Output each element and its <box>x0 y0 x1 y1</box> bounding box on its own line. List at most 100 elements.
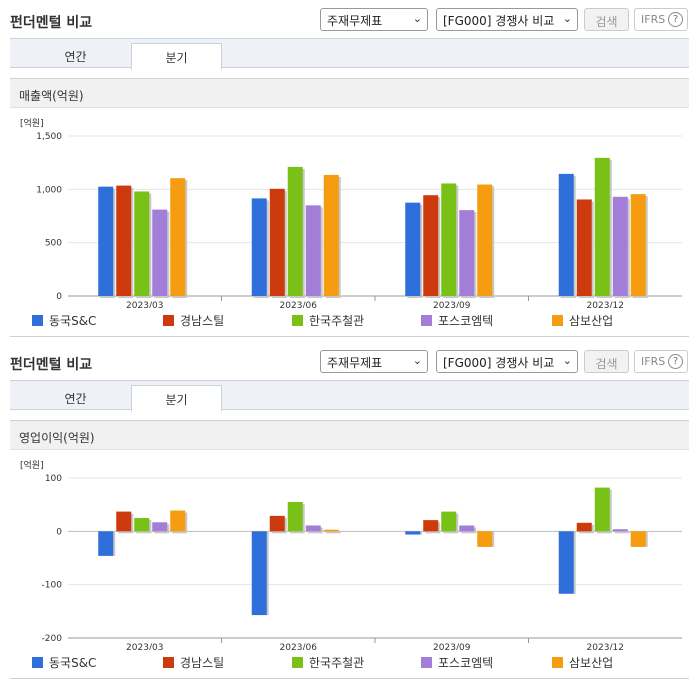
legend-swatch <box>32 315 43 326</box>
bar[interactable] <box>170 510 186 532</box>
bar[interactable] <box>459 525 475 532</box>
bar[interactable] <box>477 531 493 547</box>
bar[interactable] <box>251 198 267 296</box>
bar[interactable] <box>423 195 439 296</box>
bar[interactable] <box>170 178 186 296</box>
x-tick-label: 2023/09 <box>433 301 471 308</box>
bar[interactable] <box>576 199 592 296</box>
legend-label: 경남스틸 <box>180 314 225 328</box>
bar[interactable] <box>323 174 339 296</box>
bar[interactable] <box>98 531 114 556</box>
tab-quarterly[interactable]: 분기 <box>131 385 222 412</box>
y-tick-label: -200 <box>42 634 63 644</box>
bar[interactable] <box>441 511 457 532</box>
legend-swatch <box>163 657 174 668</box>
legend-label: 동국S&C <box>49 656 97 670</box>
bar[interactable] <box>459 210 475 296</box>
tab-quarterly[interactable]: 분기 <box>131 43 222 70</box>
bar[interactable] <box>269 515 285 532</box>
bar[interactable] <box>630 194 646 296</box>
legend-item[interactable]: 삼보산업 <box>552 312 613 329</box>
x-tick-label: 2023/12 <box>587 643 624 650</box>
search-button[interactable]: 검색 <box>584 350 629 373</box>
legend-item[interactable]: 경남스틸 <box>163 312 224 329</box>
bar[interactable] <box>251 531 267 616</box>
y-tick-label: 0 <box>56 527 62 537</box>
legend-item[interactable]: 동국S&C <box>32 312 96 329</box>
bar[interactable] <box>134 191 150 296</box>
legend-item[interactable]: 동국S&C <box>32 654 96 671</box>
period-tabs: 연간 분기 <box>10 38 689 70</box>
y-tick-label: 0 <box>56 292 62 302</box>
ifrs-label: IFRS <box>641 13 666 26</box>
bar[interactable] <box>152 522 168 532</box>
bar[interactable] <box>558 531 574 594</box>
chevron-down-icon: ⌄ <box>562 12 572 25</box>
fundamental-compare-section-operating-profit: 펀더멘털 비교 주재무제표 ⌄ [FG000] 경쟁사 비교 ⌄ 검색 IFRS… <box>0 342 696 684</box>
y-tick-label: 500 <box>45 239 62 249</box>
bar[interactable] <box>441 183 457 296</box>
bar[interactable] <box>116 511 132 532</box>
x-tick-label: 2023/12 <box>587 301 624 308</box>
ifrs-help-button[interactable]: IFRS ? <box>634 8 688 31</box>
metric-title: 영업이익(억원) <box>10 420 689 450</box>
x-tick-label: 2023/06 <box>280 301 318 308</box>
bar[interactable] <box>594 157 610 296</box>
question-icon: ? <box>668 354 683 369</box>
legend-label: 경남스틸 <box>180 656 225 670</box>
peer-group-select[interactable]: [FG000] 경쟁사 비교 ⌄ <box>436 350 578 373</box>
legend-item[interactable]: 포스코엠텍 <box>421 312 493 329</box>
bar[interactable] <box>287 502 303 532</box>
statement-type-value: 주재무제표 <box>327 14 383 28</box>
bar[interactable] <box>305 525 321 532</box>
legend-swatch <box>421 657 432 668</box>
chart-legend: 동국S&C 경남스틸 한국주철관 포스코엠텍 삼보산업 <box>0 654 696 672</box>
chevron-down-icon: ⌄ <box>412 12 422 25</box>
legend-label: 포스코엠텍 <box>438 314 494 328</box>
bar[interactable] <box>558 173 574 296</box>
bar[interactable] <box>98 186 114 296</box>
revenue-bar-chart: [억원] 0 500 1,000 1,500 2023/03 2023/06 2023/09 2… <box>20 117 682 308</box>
peer-group-select[interactable]: [FG000] 경쟁사 비교 ⌄ <box>436 8 578 31</box>
y-tick-label: 100 <box>45 474 62 484</box>
bar[interactable] <box>423 520 439 532</box>
legend-item[interactable]: 한국주철관 <box>292 654 364 671</box>
statement-type-select[interactable]: 주재무제표 ⌄ <box>320 350 428 373</box>
bar[interactable] <box>405 202 421 296</box>
bar[interactable] <box>323 529 339 532</box>
legend-swatch <box>292 657 303 668</box>
statement-type-value: 주재무제표 <box>327 356 383 370</box>
legend-label: 삼보산업 <box>569 656 614 670</box>
legend-swatch <box>552 657 563 668</box>
x-tick-label: 2023/09 <box>433 643 471 650</box>
bar[interactable] <box>116 185 132 296</box>
fundamental-compare-section-revenue: 펀더멘털 비교 주재무제표 ⌄ [FG000] 경쟁사 비교 ⌄ 검색 IFRS… <box>10 8 689 337</box>
bar[interactable] <box>612 529 628 532</box>
legend-item[interactable]: 포스코엠텍 <box>421 654 493 671</box>
bar[interactable] <box>612 196 628 296</box>
metric-title: 매출액(억원) <box>10 78 689 108</box>
bar[interactable] <box>152 209 168 296</box>
bar[interactable] <box>269 188 285 296</box>
bar[interactable] <box>576 522 592 532</box>
legend-item[interactable]: 경남스틸 <box>163 654 224 671</box>
tab-annual[interactable]: 연간 <box>64 392 87 406</box>
bar[interactable] <box>477 184 493 296</box>
bar[interactable] <box>630 531 646 547</box>
y-tick-label: 1,000 <box>36 185 62 195</box>
ifrs-help-button[interactable]: IFRS ? <box>634 350 688 373</box>
bar[interactable] <box>305 205 321 296</box>
legend-label: 한국주철관 <box>309 656 365 670</box>
legend-label: 한국주철관 <box>309 314 365 328</box>
bar[interactable] <box>287 166 303 296</box>
search-button[interactable]: 검색 <box>584 8 629 31</box>
period-tabs: 연간 분기 <box>10 380 689 412</box>
tab-annual[interactable]: 연간 <box>64 50 87 64</box>
chevron-down-icon: ⌄ <box>412 354 422 367</box>
bar[interactable] <box>405 531 421 535</box>
legend-item[interactable]: 한국주철관 <box>292 312 364 329</box>
bar[interactable] <box>594 487 610 532</box>
legend-item[interactable]: 삼보산업 <box>552 654 613 671</box>
bar[interactable] <box>134 518 150 532</box>
statement-type-select[interactable]: 주재무제표 ⌄ <box>320 8 428 31</box>
